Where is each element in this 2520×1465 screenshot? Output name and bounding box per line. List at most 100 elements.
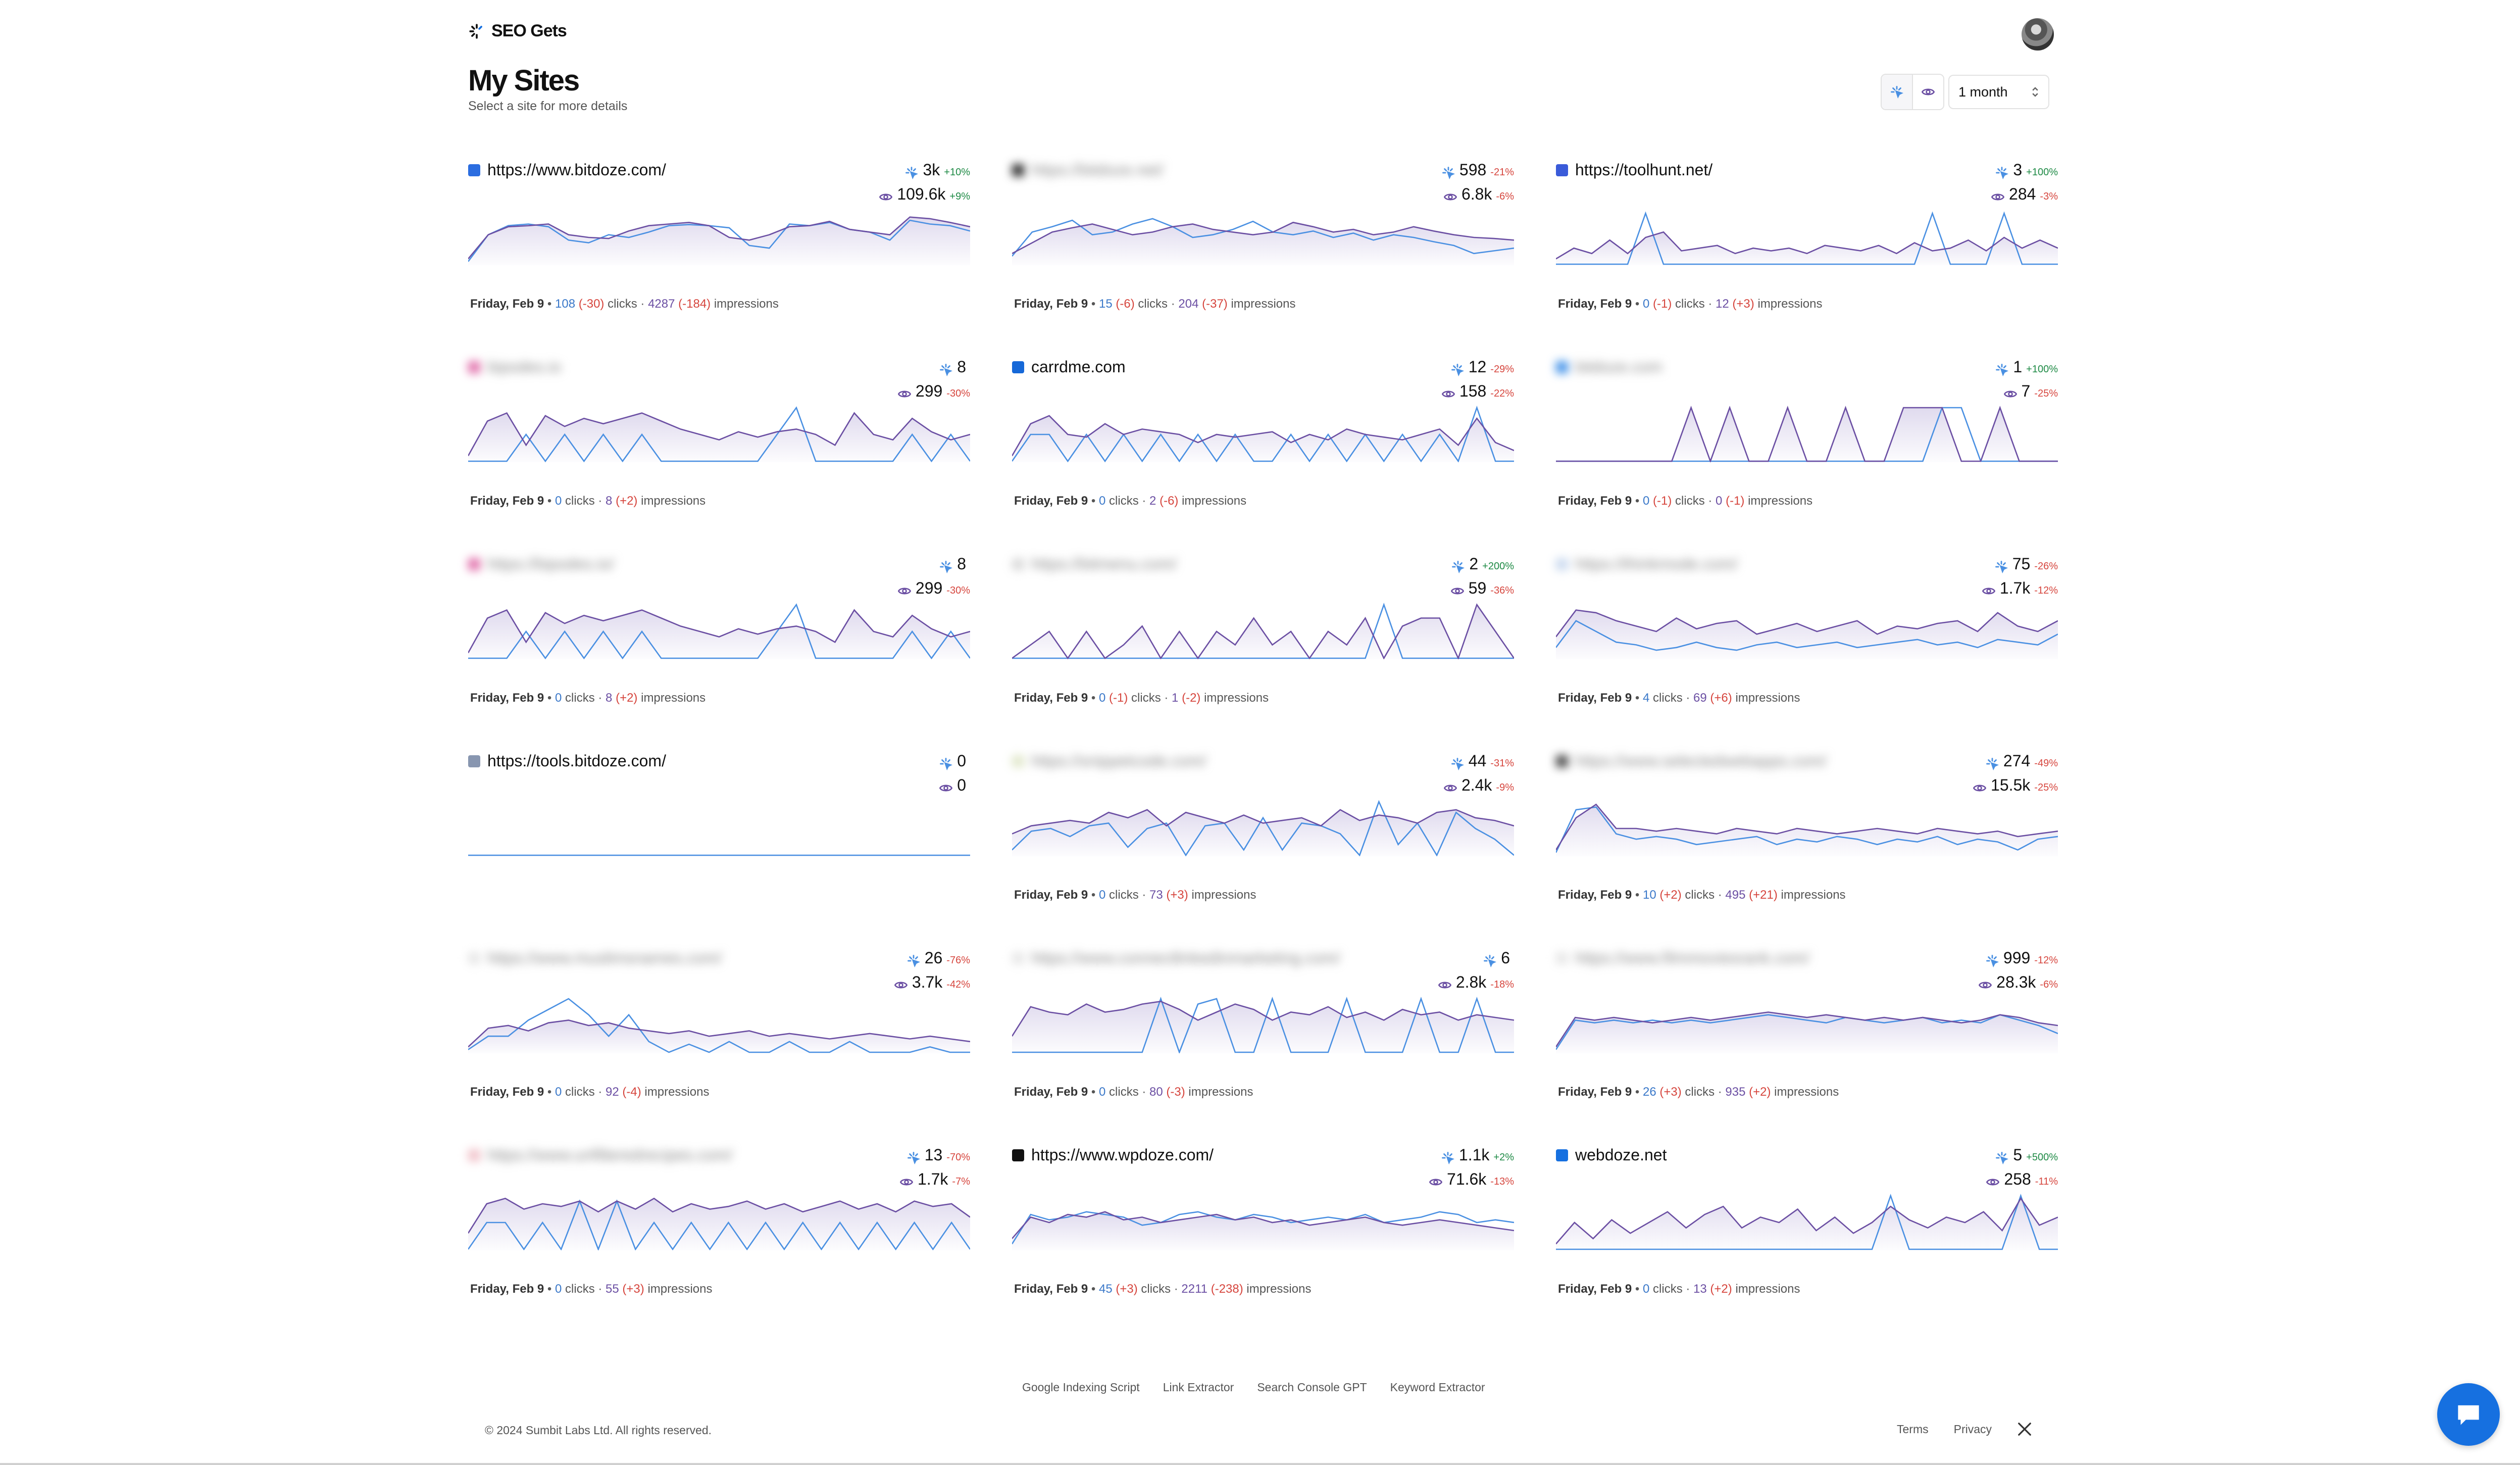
- site-card[interactable]: https://thinkmode.com/75 -26% 1.7k -12% Frid…: [1556, 555, 2058, 711]
- eye-icon: [1921, 88, 1935, 95]
- period-select-value: 1 month: [1958, 84, 2008, 100]
- footer-clicks: 0: [1099, 1085, 1106, 1099]
- avatar[interactable]: [2022, 18, 2054, 51]
- site-card[interactable]: https://tools.bitdoze.com/0 0: [468, 752, 970, 908]
- privacy-link[interactable]: Privacy: [1953, 1422, 1992, 1436]
- site-card-footer: Friday, Feb 9 • 10 (+2) clicks · 495 (+2…: [1558, 888, 1846, 902]
- site-url[interactable]: https://bitmenu.com/: [1031, 555, 1177, 573]
- footer-link-indexing[interactable]: Google Indexing Script: [1022, 1381, 1140, 1394]
- clicks-line: [468, 998, 970, 1053]
- footer-clicks-delta: (-6): [1116, 297, 1135, 311]
- site-card-footer: Friday, Feb 9 • 0 clicks · 8 (+2) impres…: [470, 494, 706, 508]
- site-favicon-icon: [468, 1149, 480, 1161]
- site-card[interactable]: https://www.bitdoze.com/3k +10% 109.6k +9% F…: [468, 161, 970, 317]
- impressions-change: -3%: [2040, 191, 2058, 202]
- site-card-header: webdoze.net: [1556, 1146, 1667, 1164]
- site-url[interactable]: https://www.wpdoze.com/: [1031, 1146, 1214, 1164]
- footer-impressions: 204: [1178, 297, 1199, 311]
- site-favicon-icon: [468, 952, 480, 964]
- impressions-value: 1.7k: [917, 1170, 948, 1188]
- site-card[interactable]: https://www.muslimsnames.com/26 -76% 3.7k -…: [468, 949, 970, 1105]
- site-card[interactable]: https://www.wpdoze.com/1.1k +2% 71.6k -13% F…: [1012, 1146, 1514, 1302]
- site-favicon-icon: [1012, 755, 1024, 767]
- site-card-header: https://www.muslimsnames.com/: [468, 949, 722, 967]
- site-url[interactable]: https://snippetcode.com/: [1031, 752, 1206, 770]
- clicks-stat: 1 +100%: [1995, 358, 2058, 382]
- site-card[interactable]: https://bitmenu.com/2 +200% 59 -36% Friday, …: [1012, 555, 1514, 711]
- footer-link-keyword[interactable]: Keyword Extractor: [1390, 1381, 1485, 1394]
- clicks-value: 75: [2012, 555, 2031, 573]
- site-url[interactable]: https://www.selectedwebapps.com/: [1575, 752, 1827, 770]
- site-card[interactable]: carrdme.com 12 -29% 158 -22% Friday, Feb 9 • …: [1012, 358, 1514, 514]
- site-url[interactable]: https://www.filmmoviesrank.com/: [1575, 949, 1810, 967]
- site-url[interactable]: https://www.muslimsnames.com/: [487, 949, 722, 967]
- site-card[interactable]: https://www.filmmoviesrank.com/999 -12% 28…: [1556, 949, 2058, 1105]
- site-favicon-icon: [468, 361, 480, 373]
- site-url[interactable]: https://bitdoze.net/: [1031, 161, 1164, 179]
- site-url[interactable]: https://thinkmode.com/: [1575, 555, 1738, 573]
- footer-link-gpt[interactable]: Search Console GPT: [1257, 1381, 1367, 1394]
- site-card[interactable]: webdoze.net 5 +500% 258 -11% Friday, Feb 9 • …: [1556, 1146, 2058, 1302]
- impressions-stat: 284 -3%: [1991, 185, 2058, 209]
- site-url[interactable]: https://tools.bitdoze.com/: [487, 752, 666, 770]
- chat-button[interactable]: [2437, 1383, 2500, 1446]
- impressions-area: [468, 413, 970, 462]
- site-favicon-icon: [468, 755, 480, 767]
- site-url[interactable]: carrdme.com: [1031, 358, 1126, 376]
- x-icon[interactable]: [2017, 1422, 2032, 1437]
- impressions-line: [1012, 809, 1514, 835]
- brand-logo[interactable]: SEO Gets: [468, 21, 567, 41]
- footer-link-extractor[interactable]: Link Extractor: [1163, 1381, 1234, 1394]
- clicks-value: 6: [1501, 949, 1510, 967]
- site-card[interactable]: https://bitdoze.net/598 -21% 6.8k -6% Friday…: [1012, 161, 1514, 317]
- footer-impressions-delta: (-6): [1160, 494, 1179, 508]
- footer-clicks: 0: [1099, 888, 1106, 902]
- clicks-toggle-button[interactable]: [1882, 75, 1912, 109]
- impressions-change: +9%: [949, 191, 970, 202]
- clicks-value: 0: [957, 752, 966, 770]
- impressions-area: [1556, 610, 2058, 659]
- impressions-stat: 299 -30%: [897, 382, 970, 406]
- site-url[interactable]: https://www.bitdoze.com/: [487, 161, 666, 179]
- period-select[interactable]: 1 month: [1948, 75, 2049, 109]
- site-trend-chart: [468, 216, 970, 265]
- site-url[interactable]: https://toolhunt.net/: [1575, 161, 1713, 179]
- impressions-toggle-button[interactable]: [1912, 75, 1943, 109]
- site-card[interactable]: https://www.connectlinkedinmarketing.com…: [1012, 949, 1514, 1105]
- clicks-line: [1012, 603, 1514, 659]
- site-card-header: https://www.selectedwebapps.com/: [1556, 752, 1827, 770]
- impressions-value: 109.6k: [897, 185, 946, 203]
- site-url[interactable]: webdoze.net: [1575, 1146, 1667, 1164]
- site-card[interactable]: https://www.selectedwebapps.com/274 -49% 1…: [1556, 752, 2058, 908]
- site-url[interactable]: https://bipodes.io/: [487, 555, 614, 573]
- footer-clicks: 108: [555, 297, 576, 311]
- site-card[interactable]: https://snippetcode.com/44 -31% 2.4k -9% Fri…: [1012, 752, 1514, 908]
- site-card-footer: Friday, Feb 9 • 4 clicks · 69 (+6) impre…: [1558, 691, 1800, 705]
- site-url[interactable]: bipodes.io: [487, 358, 561, 376]
- site-card[interactable]: https://www.unfilteredrecipes.com/13 -70%…: [468, 1146, 970, 1302]
- impressions-stat: 2.8k -18%: [1438, 973, 1514, 997]
- site-trend-chart: [468, 998, 970, 1053]
- site-stats: 1.1k +2% 71.6k -13%: [1429, 1146, 1514, 1194]
- site-card[interactable]: https://bipodes.io/8 299 -30% Friday, Feb 9…: [468, 555, 970, 711]
- clicks-line: [1012, 800, 1514, 856]
- eye-icon: [939, 785, 953, 792]
- site-url[interactable]: https://www.unfilteredrecipes.com/: [487, 1146, 733, 1164]
- site-url[interactable]: https://www.connectlinkedinmarketing.com…: [1031, 949, 1340, 967]
- site-card[interactable]: https://toolhunt.net/3 +100% 284 -3% Friday,…: [1556, 161, 2058, 317]
- site-stats: 8 299 -30%: [897, 555, 970, 603]
- terms-link[interactable]: Terms: [1897, 1422, 1929, 1436]
- footer-clicks: 0: [555, 691, 562, 705]
- site-favicon-icon: [468, 558, 480, 570]
- impressions-stat: 71.6k -13%: [1429, 1170, 1514, 1194]
- footer-date: Friday, Feb 9: [1558, 691, 1632, 705]
- impressions-area: [1012, 809, 1514, 856]
- site-card[interactable]: bitdoze.com 1 +100% 7 -25% Friday, Feb 9 • 0 …: [1556, 358, 2058, 514]
- clicks-value: 44: [1468, 752, 1487, 770]
- site-card-header: https://bitdoze.net/: [1012, 161, 1164, 179]
- site-card[interactable]: bipodes.io 8 299 -30% Friday, Feb 9 • 0 clic…: [468, 358, 970, 514]
- site-url[interactable]: bitdoze.com: [1575, 358, 1662, 376]
- site-card-footer: Friday, Feb 9 • 0 clicks · 2 (-6) impres…: [1014, 494, 1247, 508]
- site-trend-chart: [1556, 1194, 2058, 1250]
